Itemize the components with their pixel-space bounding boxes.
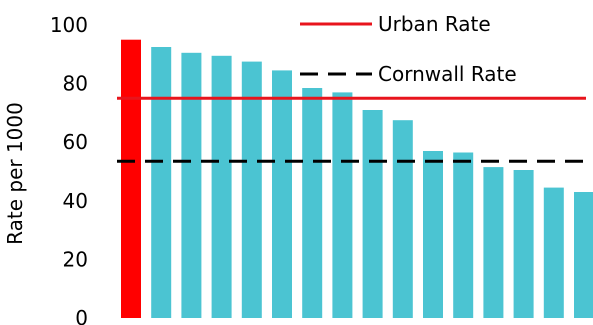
bar [211, 55, 232, 319]
y-tick-label: 0 [75, 306, 88, 325]
bar [392, 120, 413, 318]
bars [121, 39, 593, 319]
legend-label: Urban Rate [378, 12, 491, 36]
bar [272, 70, 292, 319]
y-axis: 0 20 40 60 80 100 [50, 13, 88, 325]
bar [423, 151, 443, 318]
bar [574, 192, 593, 318]
y-tick-label: 20 [63, 247, 88, 271]
y-tick-label: 40 [63, 189, 88, 213]
y-tick-label: 60 [63, 130, 88, 154]
y-tick-label: 80 [63, 72, 88, 96]
bar [121, 39, 141, 318]
legend-label: Cornwall Rate [378, 62, 517, 86]
legend: Urban Rate Cornwall Rate [300, 12, 517, 86]
bar [483, 167, 504, 318]
bar [302, 88, 323, 318]
bar [151, 47, 172, 318]
bar [241, 61, 262, 318]
bar [543, 187, 564, 318]
bar [332, 92, 353, 319]
bar [513, 170, 534, 318]
y-axis-title: Rate per 1000 [3, 102, 27, 245]
bar [453, 152, 474, 318]
bar [362, 110, 383, 318]
y-tick-label: 100 [50, 13, 88, 37]
bar [181, 52, 202, 319]
reference-lines [117, 96, 586, 163]
